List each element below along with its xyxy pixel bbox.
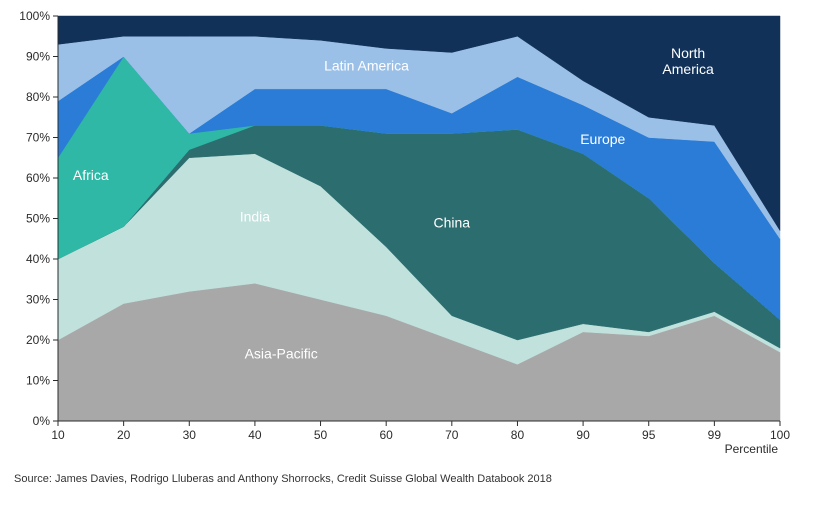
y-tick-label: 30% — [26, 293, 50, 307]
x-axis-title: Percentile — [725, 442, 779, 455]
y-tick-label: 10% — [26, 374, 50, 388]
series-label-china: China — [434, 215, 471, 231]
source-text: Source: James Davies, Rodrigo Lluberas a… — [14, 473, 821, 485]
series-label-africa: Africa — [73, 167, 109, 183]
x-tick-label: 30 — [183, 428, 197, 442]
x-tick-label: 80 — [511, 428, 525, 442]
x-tick-label: 20 — [117, 428, 131, 442]
series-label-asia-pacific: Asia-Pacific — [245, 345, 318, 361]
x-tick-label: 100 — [770, 428, 790, 442]
x-tick-label: 70 — [445, 428, 459, 442]
y-tick-label: 70% — [26, 131, 50, 145]
wealth-percentile-chart: 0% 10% 20% 30% 40% 50% 60% 70% 80% 90% 100% 10 20 30 4… — [10, 10, 790, 455]
chart-svg: 0% 10% 20% 30% 40% 50% 60% 70% 80% 90% 100% 10 20 30 4… — [10, 10, 790, 455]
series-label-india: India — [240, 209, 271, 225]
y-tick-label: 90% — [26, 50, 50, 64]
x-tick-label: 50 — [314, 428, 328, 442]
x-tick-label: 99 — [708, 428, 722, 442]
y-tick-label: 50% — [26, 212, 50, 226]
x-tick-label: 10 — [51, 428, 65, 442]
y-tick-label: 20% — [26, 333, 50, 347]
x-tick-label: 95 — [642, 428, 656, 442]
x-tick-label: 60 — [380, 428, 394, 442]
x-tick-label: 90 — [576, 428, 590, 442]
series-label-europe: Europe — [580, 131, 625, 147]
x-tick-label: 40 — [248, 428, 262, 442]
series-label-latin-america: Latin America — [324, 57, 409, 73]
y-tick-label: 60% — [26, 171, 50, 185]
y-tick-label: 80% — [26, 90, 50, 104]
y-tick-label: 0% — [33, 414, 51, 428]
y-tick-label: 100% — [19, 10, 50, 23]
y-tick-label: 40% — [26, 252, 50, 266]
